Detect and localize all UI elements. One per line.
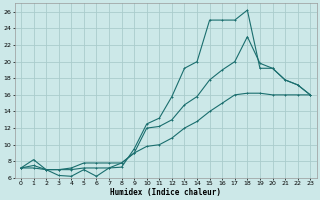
X-axis label: Humidex (Indice chaleur): Humidex (Indice chaleur) (110, 188, 221, 197)
